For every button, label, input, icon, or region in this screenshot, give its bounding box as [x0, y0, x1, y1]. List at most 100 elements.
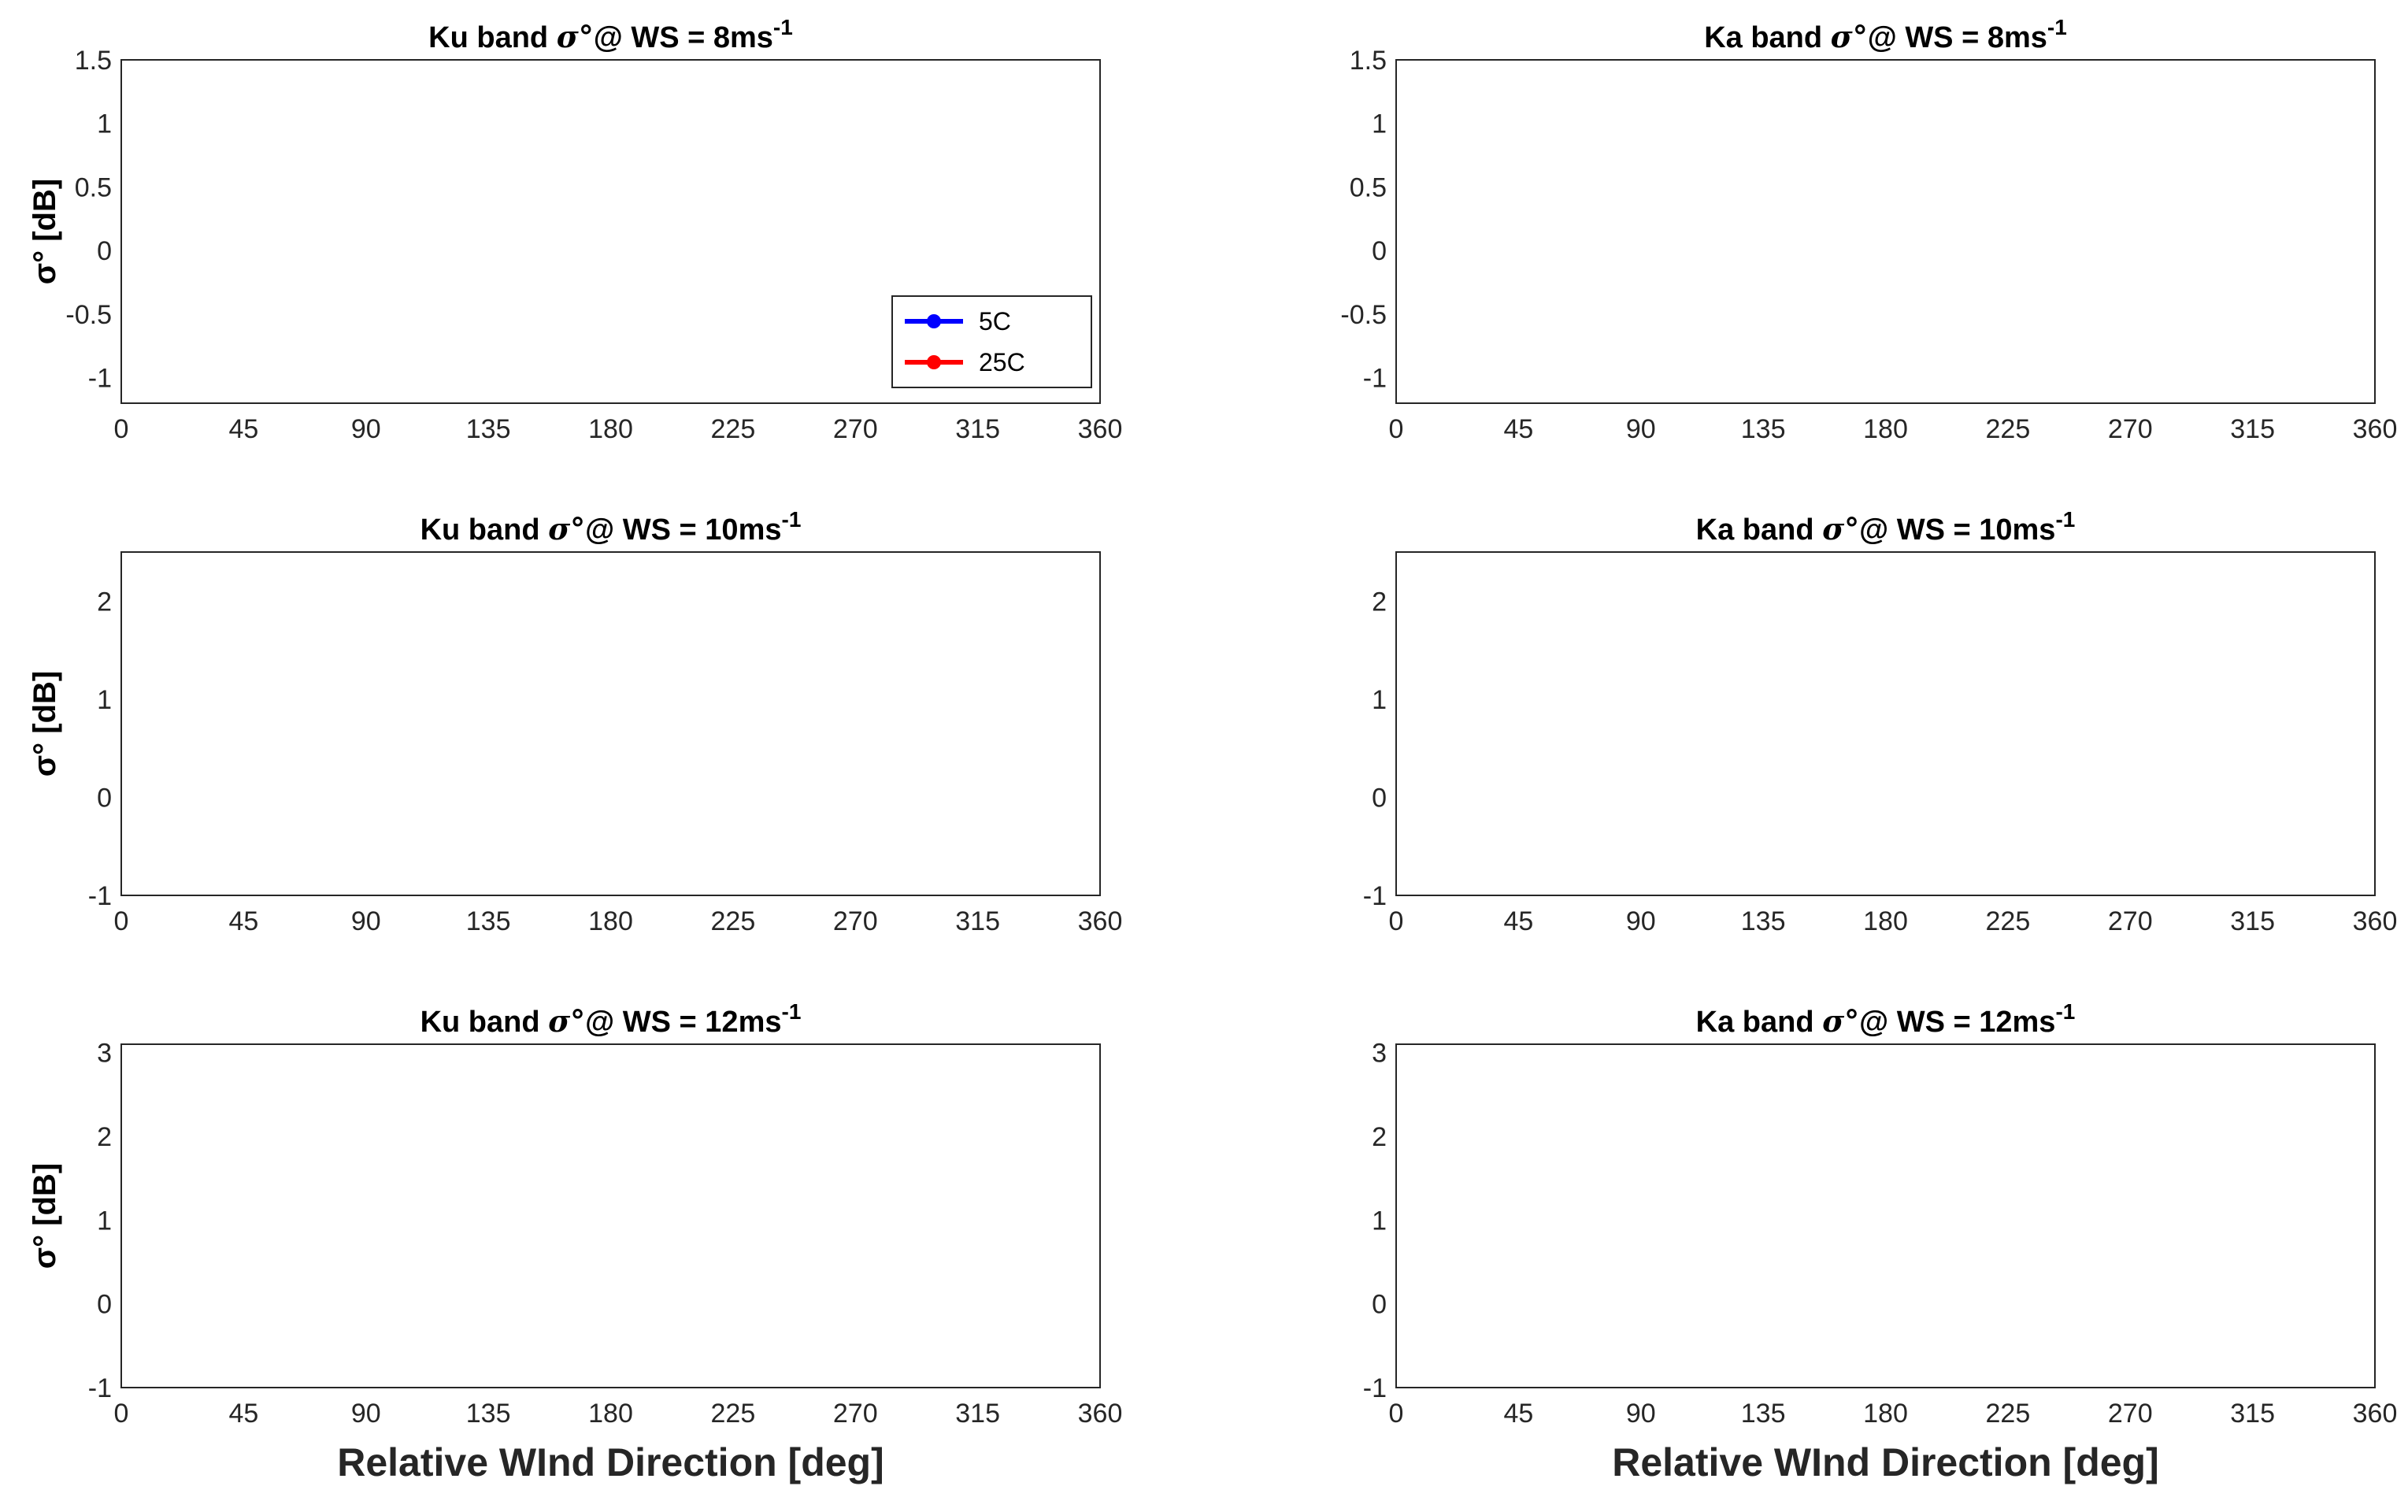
title-superscript: -1: [2047, 15, 2067, 39]
legend-label-25c: 25C: [979, 348, 1025, 376]
y-tick-label: 2: [97, 1122, 112, 1152]
y-axis-label: σ° [dB]: [28, 179, 62, 284]
x-tick-label: 0: [1389, 414, 1404, 444]
y-tick-label: 0.5: [1350, 172, 1387, 202]
x-tick-label: 225: [711, 414, 756, 444]
x-tick-label: 135: [466, 414, 511, 444]
y-tick-label: 0: [1372, 1290, 1387, 1320]
y-tick-label: 3: [97, 1039, 112, 1069]
chart-title: Ku band σ°@ WS = 10ms-1: [420, 507, 802, 547]
x-tick-label: 360: [2353, 906, 2398, 936]
x-tick-label: 0: [1389, 1399, 1404, 1429]
x-tick-label: 360: [1078, 414, 1123, 444]
legend-marker-5c: [927, 314, 941, 328]
y-axis-label: σ° [dB]: [28, 671, 62, 776]
title-rest: @ WS = 10ms: [585, 513, 781, 547]
x-tick-label: 90: [351, 414, 381, 444]
x-tick-label: 180: [1863, 1399, 1908, 1429]
chart-title: Ka band σ°@ WS = 10ms-1: [1696, 507, 2076, 547]
y-tick-label: 0: [97, 236, 112, 266]
x-tick-label: 0: [114, 414, 129, 444]
chart-title: Ku band σ°@ WS = 8ms-1: [428, 15, 793, 54]
x-tick-label: 135: [1741, 1399, 1786, 1429]
x-tick-label: 225: [1986, 906, 2031, 936]
title-rest: @ WS = 10ms: [1859, 513, 2055, 547]
x-tick-label: 135: [1741, 414, 1786, 444]
x-tick-label: 315: [2230, 414, 2275, 444]
x-tick-label: 45: [228, 414, 258, 444]
title-main: Ku band: [428, 21, 557, 54]
x-tick-label: 90: [1626, 414, 1656, 444]
y-tick-label: 1: [1372, 109, 1387, 139]
y-tick-label: 1: [1372, 1206, 1387, 1236]
title-superscript: -1: [2055, 999, 2075, 1024]
y-tick-label: 0.5: [75, 172, 112, 202]
x-tick-label: 45: [1503, 906, 1533, 936]
x-tick-label: 225: [1986, 414, 2031, 444]
chart-panel-2: 0 45 90 135 180 225 270 315 360 -1 -0.5 0 0.5 1 1.5 Ka …: [1340, 15, 2397, 444]
axis-frame: [120, 1043, 1101, 1388]
x-tick-label: 135: [466, 906, 511, 936]
title-sigma: σ°: [1822, 511, 1859, 547]
y-tick-label: -1: [1363, 1373, 1387, 1403]
title-rest: @ WS = 12ms: [1859, 1006, 2055, 1039]
axis-frame: [1395, 551, 2376, 896]
x-tick-label: 90: [1626, 906, 1656, 936]
y-tick-label: 2: [1372, 587, 1387, 617]
y-tick-label: 1.5: [1350, 46, 1387, 76]
x-tick-label: 180: [1863, 906, 1908, 936]
title-sigma: σ°: [1831, 19, 1868, 54]
x-tick-label: 90: [351, 906, 381, 936]
x-tick-label: 270: [833, 1399, 878, 1429]
title-sigma: σ°: [1822, 1003, 1859, 1039]
x-tick-label: 315: [955, 414, 1000, 444]
x-axis-label: Relative WInd Direction [deg]: [1612, 1440, 2159, 1484]
y-tick-label: 0: [97, 1290, 112, 1320]
x-tick-label: 360: [2353, 1399, 2398, 1429]
x-tick-label: 90: [1626, 1399, 1656, 1429]
x-tick-label: 360: [1078, 1399, 1123, 1429]
y-tick-label: 1: [97, 109, 112, 139]
title-rest: @ WS = 12ms: [585, 1006, 781, 1039]
chart-title: Ka band σ°@ WS = 12ms-1: [1696, 999, 2076, 1039]
y-tick-label: 2: [97, 587, 112, 617]
title-main: Ka band: [1696, 513, 1822, 547]
title-main: Ku band: [420, 513, 549, 547]
axis-frame: [120, 551, 1101, 896]
x-tick-label: 315: [2230, 1399, 2275, 1429]
y-tick-label: 3: [1372, 1039, 1387, 1069]
title-sigma: σ°: [548, 511, 585, 547]
y-tick-label: 2: [1372, 1122, 1387, 1152]
x-tick-label: 180: [588, 906, 633, 936]
x-tick-label: 45: [1503, 1399, 1533, 1429]
axis-frame: [1395, 59, 2376, 404]
x-tick-label: 135: [466, 1399, 511, 1429]
y-tick-label: -1: [88, 364, 112, 394]
y-tick-label: -1: [88, 881, 112, 911]
y-tick-label: -1: [88, 1373, 112, 1403]
x-axis-label: Relative WInd Direction [deg]: [337, 1440, 884, 1484]
title-superscript: -1: [2055, 507, 2075, 532]
y-tick-label: 0: [97, 783, 112, 813]
title-superscript: -1: [782, 999, 802, 1024]
x-tick-label: 180: [588, 414, 633, 444]
x-tick-label: 360: [2353, 414, 2398, 444]
legend-marker-25c: [927, 355, 941, 369]
y-tick-label: 0: [1372, 236, 1387, 266]
x-tick-label: 225: [711, 906, 756, 936]
y-tick-label: -0.5: [1340, 300, 1387, 330]
x-tick-label: 315: [955, 906, 1000, 936]
y-tick-label: 1.5: [75, 46, 112, 76]
chart-title: Ku band σ°@ WS = 12ms-1: [420, 999, 802, 1039]
x-tick-label: 315: [2230, 906, 2275, 936]
x-tick-label: 45: [1503, 414, 1533, 444]
y-tick-label: 1: [97, 685, 112, 715]
y-tick-label: 1: [1372, 685, 1387, 715]
title-rest: @ WS = 8ms: [594, 21, 773, 54]
